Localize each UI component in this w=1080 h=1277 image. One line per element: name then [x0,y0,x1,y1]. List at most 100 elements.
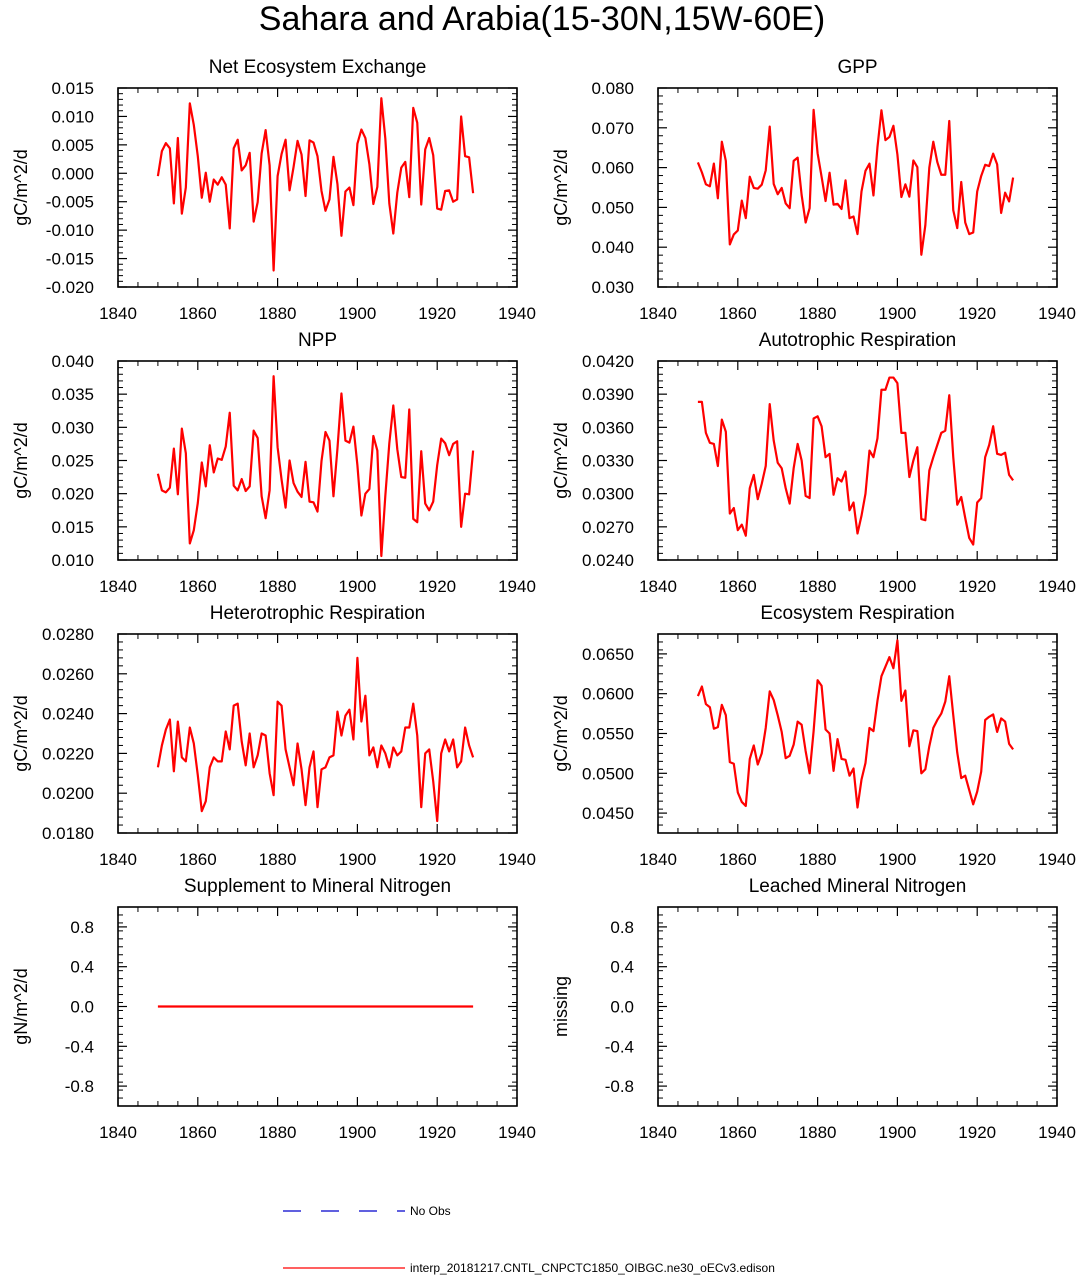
y-tick-label: -0.010 [46,221,94,240]
x-tick-label: 1920 [418,1123,456,1142]
panel-leached-mineral-nitrogen: Leached Mineral Nitrogen missing 1840 1860 1… [551,876,1076,1142]
panel-title-supplement-to-mineral-nitrogen: Supplement to Mineral Nitrogen [184,876,451,897]
y-tick-label: 0.0330 [582,452,634,471]
y-axis-label-gpp: gC/m^2/d [551,149,571,225]
y-tick-label: 0.070 [591,119,634,138]
y-tick-label: 0.080 [591,79,634,98]
x-tick-label: 1880 [259,850,297,869]
x-tick-label: 1840 [639,304,677,323]
panel-heterotrophic-respiration: Heterotrophic Respiration gC/m^2/d 1840 186… [11,603,536,869]
legend-label-no-obs: No Obs [410,1204,451,1218]
series-line-net-ecosystem-exchange [156,97,475,272]
x-tick-label: 1900 [338,304,376,323]
figure-title: Sahara and Arabia(15-30N,15W-60E) [259,0,825,38]
y-axis-label-supplement-to-mineral-nitrogen: gN/m^2/d [11,968,31,1044]
y-tick-label: 0.0420 [582,352,634,371]
x-tick-label: 1880 [799,1123,837,1142]
panel-title-autotrophic-respiration: Autotrophic Respiration [759,330,957,351]
legend: No Obs interp_20181217.CNTL_CNPCTC1850_O… [283,1204,775,1275]
y-tick-label: 0.0200 [42,784,94,803]
y-tick-label: 0.030 [51,418,94,437]
y-tick-label: 0.020 [51,485,94,504]
x-tick-label: 1940 [1038,850,1076,869]
panel-title-leached-mineral-nitrogen: Leached Mineral Nitrogen [749,876,967,897]
y-tick-label: -0.8 [605,1077,634,1096]
x-tick-label: 1840 [99,577,137,596]
y-tick-label: 0.8 [610,918,634,937]
y-tick-label: 0.040 [51,352,94,371]
y-axis-label-heterotrophic-respiration: gC/m^2/d [11,695,31,771]
y-tick-label: 0.030 [591,278,634,297]
y-tick-label: 0.0240 [42,705,94,724]
y-tick-label: 0.040 [591,238,634,257]
series-line-autotrophic-respiration [697,376,1015,546]
y-tick-label: 0.0220 [42,744,94,763]
panel-title-npp: NPP [298,330,337,351]
y-axis-label-ecosystem-respiration: gC/m^2/d [551,695,571,771]
x-tick-label: 1880 [259,304,297,323]
x-tick-label: 1940 [498,1123,536,1142]
y-tick-label: -0.4 [605,1037,634,1056]
y-tick-label: 0.4 [610,958,634,977]
panel-gpp: GPP gC/m^2/d 1840 1860 1880 1900 1920 1940 0.030… [551,57,1076,323]
panel-supplement-to-mineral-nitrogen: Supplement to Mineral Nitrogen gN/m^2/d 18… [11,876,536,1142]
x-tick-label: 1900 [338,1123,376,1142]
y-axis-label-npp: gC/m^2/d [11,422,31,498]
y-tick-label: 0.0 [70,998,94,1017]
panel-npp: NPP gC/m^2/d 1840 1860 1880 1900 1920 1940 0.010… [11,330,536,596]
x-tick-label: 1920 [958,1123,996,1142]
panel-title-gpp: GPP [837,57,877,78]
y-axis-label-autotrophic-respiration: gC/m^2/d [551,422,571,498]
x-tick-label: 1840 [639,577,677,596]
series-line-gpp [696,108,1015,256]
y-tick-label: 0.4 [70,958,94,977]
y-tick-label: 0.060 [591,159,634,178]
x-tick-label: 1860 [719,304,757,323]
y-tick-label: 0.0270 [582,518,634,537]
y-tick-label: 0.0390 [582,385,634,404]
x-tick-label: 1860 [179,577,217,596]
x-tick-label: 1940 [498,304,536,323]
y-tick-label: -0.015 [46,250,94,269]
series-line-npp [156,375,475,558]
x-tick-label: 1900 [878,850,916,869]
panel-net-ecosystem-exchange: Net Ecosystem Exchange gC/m^2/d 1840 1860 18… [11,57,536,323]
x-tick-label: 1920 [418,850,456,869]
x-tick-label: 1860 [179,850,217,869]
x-tick-label: 1840 [99,304,137,323]
y-tick-label: 0.0650 [582,645,634,664]
x-tick-label: 1880 [799,304,837,323]
x-tick-label: 1880 [799,577,837,596]
y-tick-label: 0.0450 [582,804,634,823]
y-tick-label: 0.035 [51,385,94,404]
y-axis-label-net-ecosystem-exchange: gC/m^2/d [11,149,31,225]
x-tick-label: 1920 [958,304,996,323]
y-tick-label: 0.015 [51,79,94,98]
panel-ecosystem-respiration: Ecosystem Respiration gC/m^2/d 1840 1860 188… [551,603,1076,869]
series-line-heterotrophic-respiration [156,656,475,823]
x-tick-label: 1940 [1038,577,1076,596]
y-tick-label: 0.000 [51,164,94,183]
x-tick-label: 1860 [719,850,757,869]
y-tick-label: 0.0500 [582,764,634,783]
x-tick-label: 1920 [958,577,996,596]
x-tick-label: 1920 [418,577,456,596]
y-tick-label: 0.0360 [582,418,634,437]
y-tick-label: 0.0260 [42,665,94,684]
y-axis-label-leached-mineral-nitrogen: missing [551,976,571,1037]
y-tick-label: 0.0280 [42,625,94,644]
plot-frame [657,906,1058,1107]
panel-title-net-ecosystem-exchange: Net Ecosystem Exchange [209,57,427,78]
x-tick-label: 1940 [498,577,536,596]
y-tick-label: 0.005 [51,136,94,155]
x-tick-label: 1880 [799,850,837,869]
x-tick-label: 1940 [498,850,536,869]
y-tick-label: -0.4 [65,1037,94,1056]
x-tick-label: 1840 [639,1123,677,1142]
x-tick-label: 1900 [878,577,916,596]
y-tick-label: 0.025 [51,452,94,471]
y-tick-label: 0.0240 [582,551,634,570]
y-tick-label: 0.010 [51,551,94,570]
x-tick-label: 1840 [99,850,137,869]
x-tick-label: 1880 [259,577,297,596]
